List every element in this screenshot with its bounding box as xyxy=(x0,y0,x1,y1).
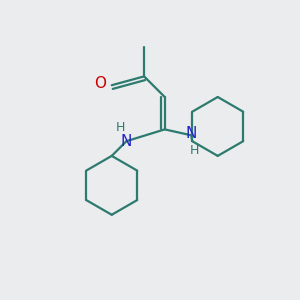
Text: O: O xyxy=(94,76,106,91)
Text: H: H xyxy=(115,121,125,134)
Text: N: N xyxy=(185,126,197,141)
Text: N: N xyxy=(121,134,132,149)
Text: H: H xyxy=(190,144,199,157)
